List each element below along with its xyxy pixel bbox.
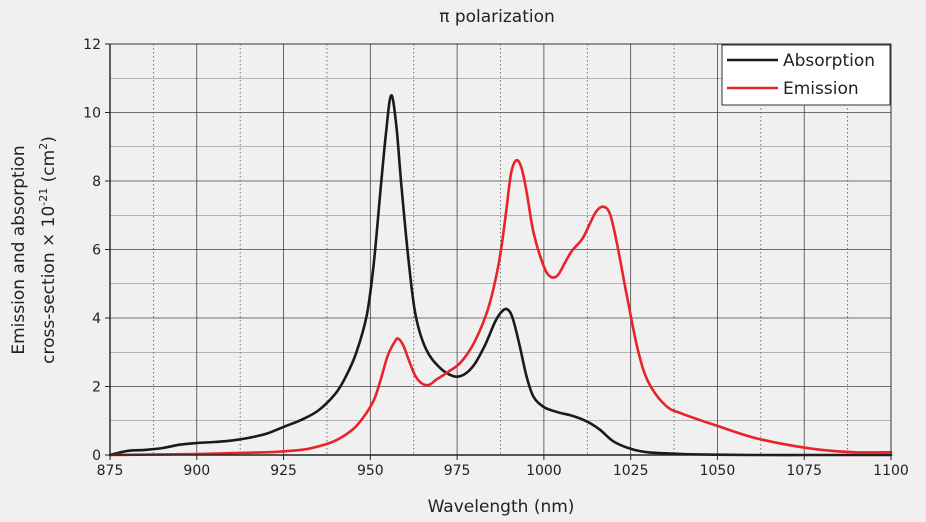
- x-tick-label: 1075: [786, 463, 822, 479]
- y-axis-title-line2: cross-section × 10-21 (cm2): [37, 136, 59, 364]
- y-tick-label: 0: [92, 448, 101, 464]
- y-axis-title-line2-sup2: 2: [37, 143, 50, 150]
- x-tick-label: 1000: [526, 463, 562, 479]
- y-tick-label: 8: [92, 174, 101, 190]
- y-tick-label: 10: [83, 106, 101, 122]
- y-axis-title: Emission and absorption: [9, 145, 29, 354]
- x-tick-label: 975: [444, 463, 471, 479]
- y-axis-title-line2-sup: -21: [37, 188, 50, 206]
- legend-label-emission: Emission: [783, 79, 859, 99]
- x-tick-label: 1025: [613, 463, 649, 479]
- y-axis-title-line2-post: (cm: [39, 150, 59, 188]
- x-tick-label: 950: [357, 463, 384, 479]
- chart-title: π polarization: [439, 7, 555, 27]
- legend-label-absorption: Absorption: [783, 51, 875, 71]
- y-tick-label: 6: [92, 243, 101, 259]
- y-axis-title-2: cross-section × 10-21 (cm2): [37, 136, 59, 364]
- y-axis-title-line1: Emission and absorption: [9, 145, 29, 354]
- x-tick-label: 1100: [873, 463, 909, 479]
- y-tick-label: 12: [83, 37, 101, 53]
- chart-canvas: π polarization 875 900 925 950 975 1000 1025 10…: [0, 0, 926, 522]
- y-tick-label: 4: [92, 311, 101, 327]
- x-tick-label: 1050: [700, 463, 736, 479]
- chart: π polarization 875 900 925 950 975 1000 1025 10…: [0, 0, 926, 522]
- y-axis-title-line2-end: ): [39, 136, 59, 143]
- x-tick-label: 925: [270, 463, 297, 479]
- x-axis-title: Wavelength (nm): [428, 497, 575, 517]
- y-axis-title-line2-pre: cross-section × 10: [39, 206, 59, 364]
- y-tick-label: 2: [92, 380, 101, 396]
- legend: Absorption Emission: [722, 45, 890, 105]
- x-tick-label: 875: [97, 463, 124, 479]
- x-tick-label: 900: [183, 463, 210, 479]
